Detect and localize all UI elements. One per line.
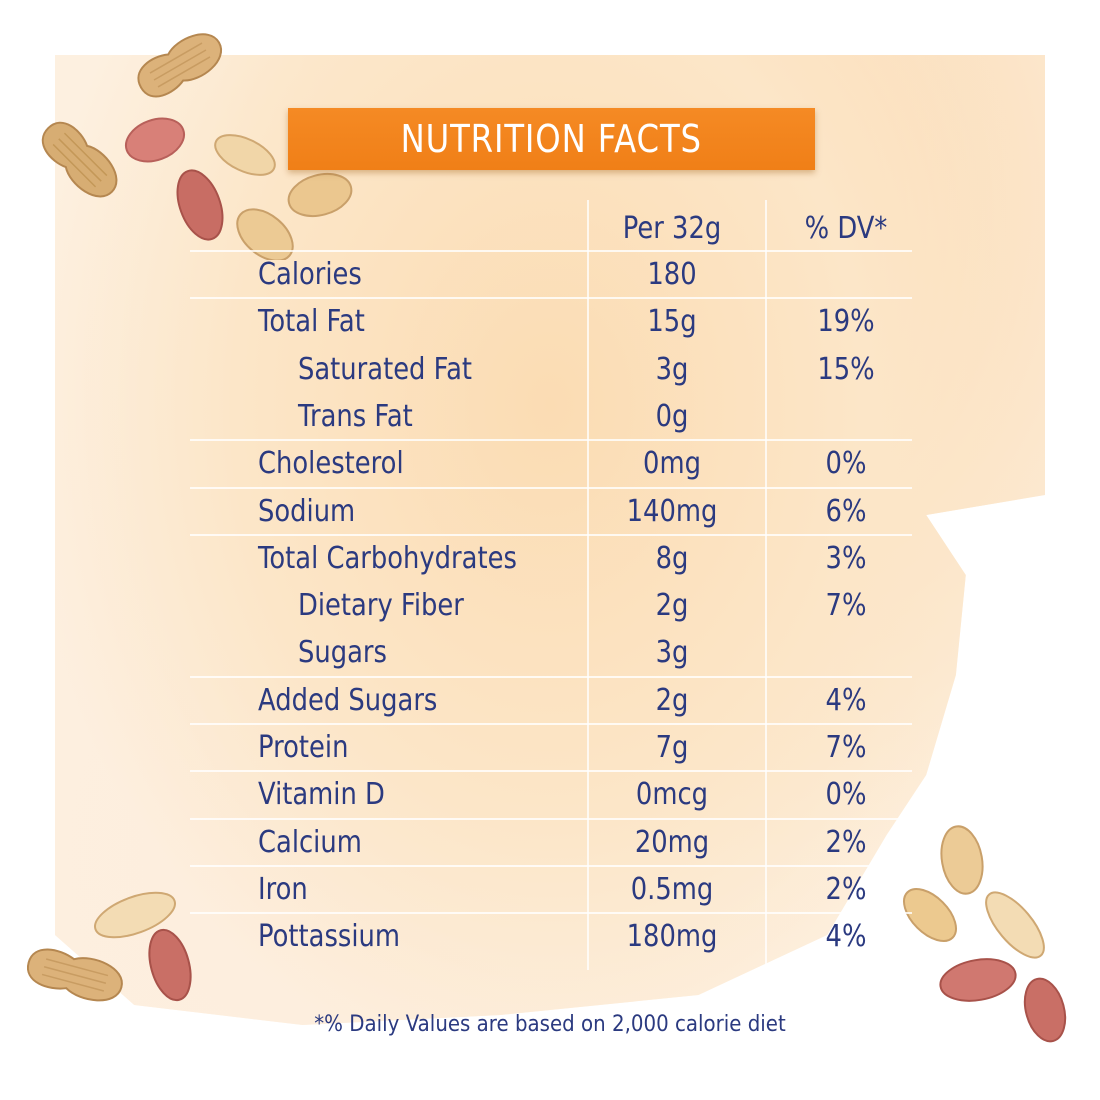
nutrient-label: Added Sugars [258, 682, 438, 718]
row-divider [190, 723, 912, 725]
row-divider [190, 533, 912, 536]
nutrient-daily-value: 15% [817, 351, 875, 387]
row-divider [190, 675, 912, 678]
nutrient-label: Sugars [298, 635, 387, 671]
nutrient-amount: 0g [655, 398, 689, 434]
nutrient-label: Vitamin D [258, 777, 385, 813]
nutrient-amount: 15g [647, 304, 697, 340]
nutrient-amount: 3g [655, 635, 689, 671]
nutrient-label: Cholesterol [258, 446, 404, 482]
nutrient-daily-value [777, 393, 915, 440]
nutrient-amount: 0mcg [635, 777, 709, 813]
row-divider [190, 486, 912, 489]
nutrition-facts-header: NUTRITION FACTS [288, 108, 815, 170]
nutrient-amount: 180mg [626, 919, 718, 955]
peanut-kernel-icon [940, 825, 984, 895]
nutrient-label: Calcium [258, 824, 362, 860]
nutrient-amount: 0mg [643, 446, 701, 482]
column-divider [587, 200, 589, 970]
row-divider [190, 770, 912, 773]
row-divider [190, 297, 912, 300]
footnote: *% Daily Values are based on 2,000 calor… [314, 1012, 786, 1037]
nutrient-label: Pottassium [258, 919, 401, 955]
nutrient-label: Calories [258, 257, 362, 292]
nutrient-daily-value: 2% [825, 824, 867, 860]
nutrient-daily-value: 4% [825, 919, 867, 955]
nutrient-daily-value: 2% [825, 871, 867, 907]
nutrient-row: Pottassium 180mg 4% [190, 913, 912, 960]
nutrient-daily-value: 6% [825, 493, 867, 529]
nutrient-amount: 8g [655, 540, 689, 576]
nutrient-row: Vitamin D 0mcg 0% [190, 771, 912, 818]
nutrient-amount: 2g [655, 588, 689, 624]
nutrient-amount: 140mg [626, 493, 718, 529]
nutrient-label: Protein [258, 730, 349, 765]
nutrient-amount: 180 [647, 257, 697, 292]
nutrient-daily-value: 0% [825, 446, 867, 482]
nutrient-label: Saturated Fat [298, 351, 473, 387]
nutrient-label: Iron [258, 871, 308, 907]
red-skin-peanut-icon [176, 169, 224, 241]
nutrient-row: Cholesterol 0mg 0% [190, 440, 912, 487]
nutrient-row: Trans Fat 0g [190, 393, 912, 440]
nutrient-label: Total Carbohydrates [258, 540, 517, 576]
nutrient-amount: 2g [655, 682, 689, 718]
peanut-cluster-top-left [41, 33, 353, 260]
nutrient-row: Total Fat 15g 19% [190, 298, 912, 345]
row-divider [190, 912, 912, 915]
nutrient-amount: 7g [655, 730, 689, 765]
red-skin-peanut-icon [148, 928, 192, 1002]
peanut-shell-icon [137, 33, 222, 98]
nutrient-daily-value: 7% [825, 730, 867, 765]
column-divider [765, 200, 767, 970]
nutrient-daily-value [777, 251, 915, 298]
nutrient-amount: 20mg [634, 824, 710, 860]
red-skin-peanut-icon [1023, 977, 1067, 1043]
row-divider [190, 864, 912, 867]
nutrient-daily-value: 3% [825, 540, 867, 576]
nutrient-label: Trans Fat [298, 398, 413, 434]
red-skin-peanut-icon [124, 117, 186, 163]
nutrient-label: Sodium [258, 493, 356, 529]
nutrient-amount: 3g [655, 351, 689, 387]
nutrient-row: Sodium 140mg 6% [190, 488, 912, 535]
peanut-cluster-bottom-right [903, 825, 1067, 1043]
header-title: NUTRITION FACTS [400, 117, 703, 161]
nutrient-row: Dietary Fiber 2g 7% [190, 582, 912, 629]
row-divider [190, 439, 912, 442]
nutrient-label: Dietary Fiber [298, 588, 464, 624]
row-divider [190, 250, 912, 252]
nutrient-daily-value [777, 629, 915, 676]
nutrient-row: Iron 0.5mg 2% [190, 866, 912, 913]
nutrient-amount: 0.5mg [630, 871, 714, 907]
peanut-cluster-bottom-left [26, 891, 192, 1002]
nutrient-label: Total Fat [258, 304, 365, 340]
row-divider [190, 817, 912, 820]
nutrient-row: Calories 180 [190, 251, 912, 298]
nutrient-row: Calcium 20mg 2% [190, 819, 912, 866]
peanut-shell-icon [26, 948, 123, 1002]
peanut-kernel-icon [94, 891, 176, 939]
nutrient-daily-value: 4% [825, 682, 867, 718]
peanut-kernel-icon [287, 172, 353, 218]
nutrient-row: Protein 7g 7% [190, 724, 912, 771]
nutrient-row: Total Carbohydrates 8g 3% [190, 535, 912, 582]
red-skin-peanut-icon [939, 958, 1017, 1002]
nutrient-daily-value: 0% [825, 777, 867, 813]
nutrient-daily-value: 19% [817, 304, 875, 340]
nutrient-row: Saturated Fat 3g 15% [190, 346, 912, 393]
column-header-dv: % DV* [804, 211, 888, 246]
column-header-amount: Per 32g [622, 211, 722, 246]
nutrient-daily-value: 7% [825, 588, 867, 624]
nutrient-row: Sugars 3g [190, 629, 912, 676]
peanut-shell-icon [41, 121, 118, 198]
nutrient-row: Added Sugars 2g 4% [190, 677, 912, 724]
peanut-kernel-icon [903, 888, 957, 942]
peanut-kernel-icon [214, 134, 276, 176]
peanut-kernel-icon [985, 891, 1045, 959]
